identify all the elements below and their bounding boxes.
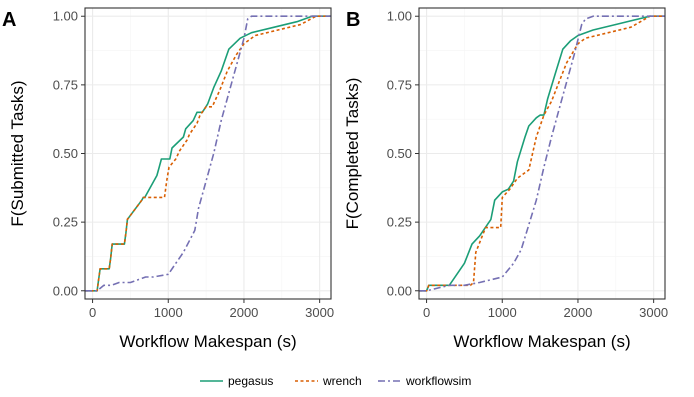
p2-series-pegasus	[419, 15, 665, 292]
p1-series-pegasus	[85, 15, 331, 292]
p1-y-tick-label: 0.75	[53, 77, 78, 92]
p2-y-tick-label: 0.50	[387, 146, 412, 161]
p1-x-axis-title: Workflow Makespan (s)	[119, 332, 296, 351]
p2-y-tick-label: 1.00	[387, 9, 412, 24]
legend-label-pegasus: pegasus	[228, 374, 273, 388]
p2-y-axis-title: F(Completed Tasks)	[343, 78, 362, 230]
p2-x-tick-label: 0	[423, 305, 430, 320]
p2-x-tick-label: 1000	[488, 305, 517, 320]
p2-x-axis-title: Workflow Makespan (s)	[453, 332, 630, 351]
panel-a-letter: A	[2, 9, 16, 31]
p1-x-tick-label: 3000	[305, 305, 334, 320]
p2-series-workflowsim	[419, 15, 665, 292]
p2-y-tick-label: 0.75	[387, 77, 412, 92]
p1-series-workflowsim	[85, 15, 331, 292]
p2-y-tick-label: 0.00	[387, 283, 412, 298]
p1-y-tick-label: 0.25	[53, 215, 78, 230]
legend-label-workflowsim: workflowsim	[405, 374, 471, 388]
panel-b-letter: B	[346, 9, 360, 31]
legend-label-wrench: wrench	[322, 374, 362, 388]
p1-x-tick-label: 2000	[229, 305, 258, 320]
p2-series-wrench	[419, 15, 665, 292]
panel-b: B 0 1000 2000 3000 0.00 0.25 0.50 0.75 1.00 Workf…	[343, 7, 668, 351]
p1-x-tick-label: 0	[89, 305, 96, 320]
p2-y-tick-label: 0.25	[387, 215, 412, 230]
p1-y-tick-label: 1.00	[53, 9, 78, 24]
p2-x-tick-label: 2000	[563, 305, 592, 320]
p1-y-axis-title: F(Submitted Tasks)	[8, 80, 27, 226]
p1-x-tick-label: 1000	[154, 305, 183, 320]
p1-y-tick-label: 0.00	[53, 283, 78, 298]
legend: pegasus wrench workflowsim	[200, 374, 471, 388]
p1-series-wrench	[85, 15, 331, 292]
p1-y-tick-label: 0.50	[53, 146, 78, 161]
p2-x-tick-label: 3000	[639, 305, 668, 320]
panel-a: A 0 1000 2000 3000 0.00 0.25 0.50 0.75 1.00 Workf…	[2, 7, 334, 351]
